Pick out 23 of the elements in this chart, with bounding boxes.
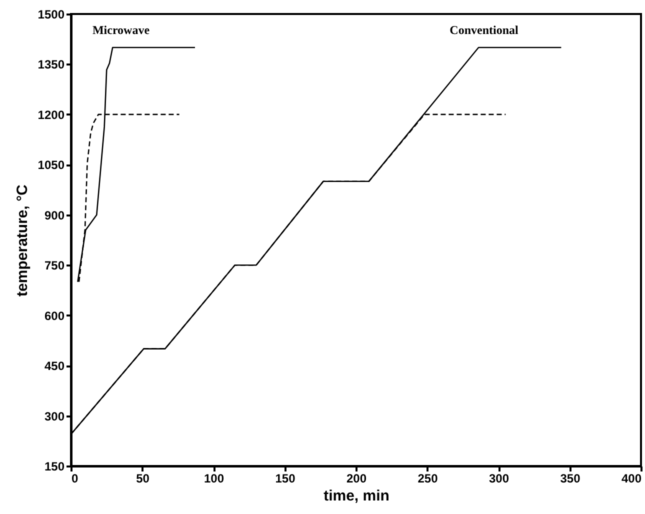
y-tick-label: 450 (44, 359, 65, 374)
y-axis-title: temperature, °C (14, 184, 31, 296)
x-tick-label: 250 (418, 472, 438, 486)
annotation: Microwave (92, 23, 150, 37)
y-tick-label: 150 (44, 460, 65, 474)
y-tick-label: 1200 (38, 108, 65, 122)
y-tick-label: 1500 (38, 8, 65, 22)
x-tick-label: 400 (621, 472, 642, 486)
y-tick-label: 1350 (38, 58, 65, 72)
x-tick-label: 0 (72, 472, 78, 486)
y-tick-label: 1050 (38, 158, 65, 172)
x-tick-label: 150 (275, 472, 296, 486)
x-tick-label: 200 (346, 472, 367, 486)
y-tick-label: 600 (44, 308, 65, 323)
y-tick-label: 300 (44, 409, 65, 424)
annotation: Conventional (450, 23, 519, 37)
y-tick-label: 900 (44, 208, 65, 222)
x-tick-label: 100 (204, 472, 224, 486)
y-tick-label: 750 (44, 258, 65, 273)
x-tick-label: 300 (488, 472, 510, 486)
x-axis-title: time, min (324, 488, 390, 504)
x-tick-label: 50 (136, 472, 150, 486)
x-tick-label: 350 (560, 472, 581, 486)
